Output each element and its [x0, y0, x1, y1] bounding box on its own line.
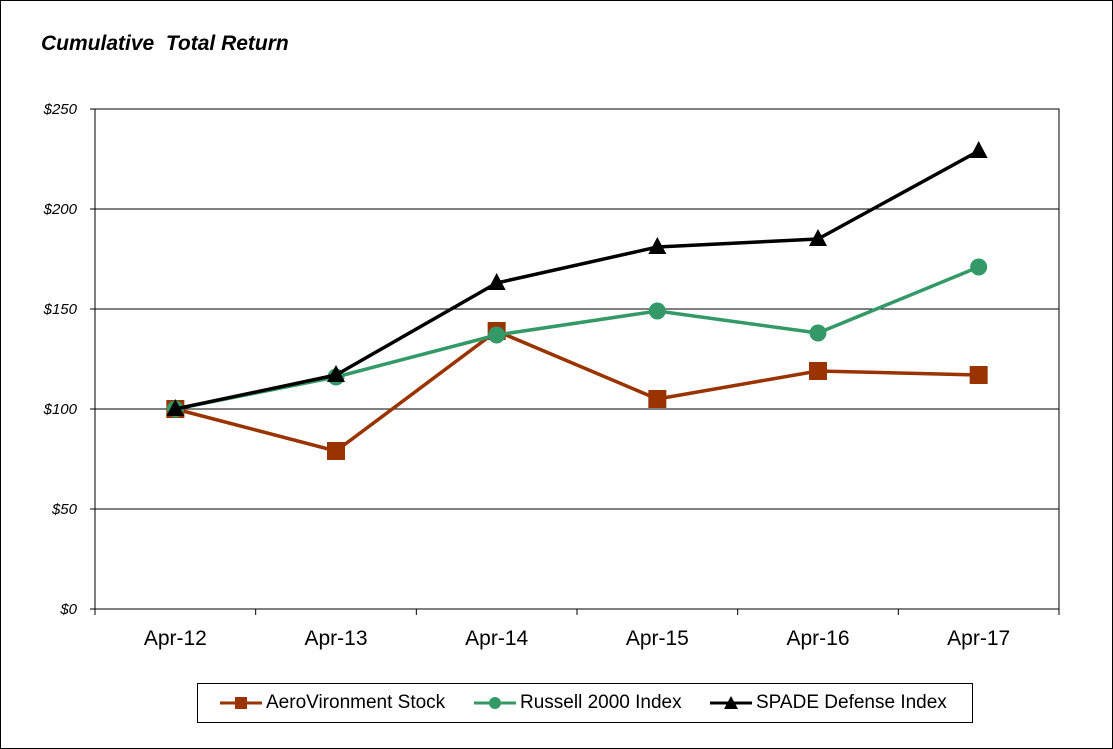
- x-tick-label: Apr-15: [626, 627, 689, 650]
- data-point-russell-2000-index: [970, 258, 988, 276]
- legend-marker-square: [220, 697, 262, 709]
- legend-item-aerovironment: AeroVironment Stock: [220, 692, 445, 714]
- data-point-russell-2000-index: [648, 302, 666, 320]
- y-tick-label: $50: [51, 501, 78, 518]
- x-tick-label: Apr-14: [465, 627, 528, 650]
- data-point-aerovironment-stock: [809, 362, 827, 380]
- chart-title: Cumulative Total Return: [41, 32, 289, 55]
- legend-item-russell: Russell 2000 Index: [474, 692, 682, 714]
- x-tick-label: Apr-16: [786, 627, 849, 650]
- y-tick-label: $100: [43, 401, 78, 418]
- y-axis: $0 $50 $100 $150 $200 $250: [43, 101, 95, 618]
- legend-marker-triangle: [710, 696, 752, 709]
- y-tick-label: $200: [43, 201, 78, 218]
- data-point-spade-defense-index: [648, 237, 667, 254]
- legend: AeroVironment Stock Russell 2000 Index S…: [197, 683, 973, 723]
- y-tick-label: $0: [59, 601, 77, 618]
- data-point-spade-defense-index: [969, 141, 988, 158]
- plot-area: [94, 108, 1060, 610]
- data-point-spade-defense-index: [166, 399, 185, 416]
- data-point-russell-2000-index: [488, 326, 506, 344]
- legend-label-aerovironment: AeroVironment Stock: [266, 692, 446, 713]
- series-group: [166, 141, 988, 460]
- x-tick-label: Apr-12: [144, 627, 207, 650]
- data-point-russell-2000-index: [809, 324, 827, 342]
- gridlines: [95, 108, 1059, 510]
- x-tick-label: Apr-13: [304, 627, 367, 650]
- legend-label-spade: SPADE Defense Index: [756, 692, 947, 713]
- series-line-aerovironment-stock: [174, 329, 979, 453]
- series-line-spade-defense-index: [174, 149, 980, 411]
- y-tick-label: $250: [43, 101, 78, 118]
- data-point-spade-defense-index: [809, 229, 827, 246]
- y-tick-label: $150: [43, 301, 78, 318]
- data-point-spade-defense-index: [487, 273, 506, 290]
- legend-item-spade: SPADE Defense Index: [710, 692, 947, 714]
- data-point-aerovironment-stock: [327, 442, 345, 460]
- x-tick-label: Apr-17: [947, 627, 1010, 650]
- data-point-spade-defense-index: [327, 365, 345, 382]
- legend-label-russell: Russell 2000 Index: [520, 692, 682, 713]
- data-point-aerovironment-stock: [969, 366, 988, 384]
- x-axis: Apr-12 Apr-13 Apr-14 Apr-15 Apr-16 Apr-17: [94, 609, 1060, 650]
- data-point-aerovironment-stock: [648, 390, 667, 408]
- series-line-russell-2000-index: [174, 265, 980, 411]
- legend-marker-circle: [474, 697, 516, 709]
